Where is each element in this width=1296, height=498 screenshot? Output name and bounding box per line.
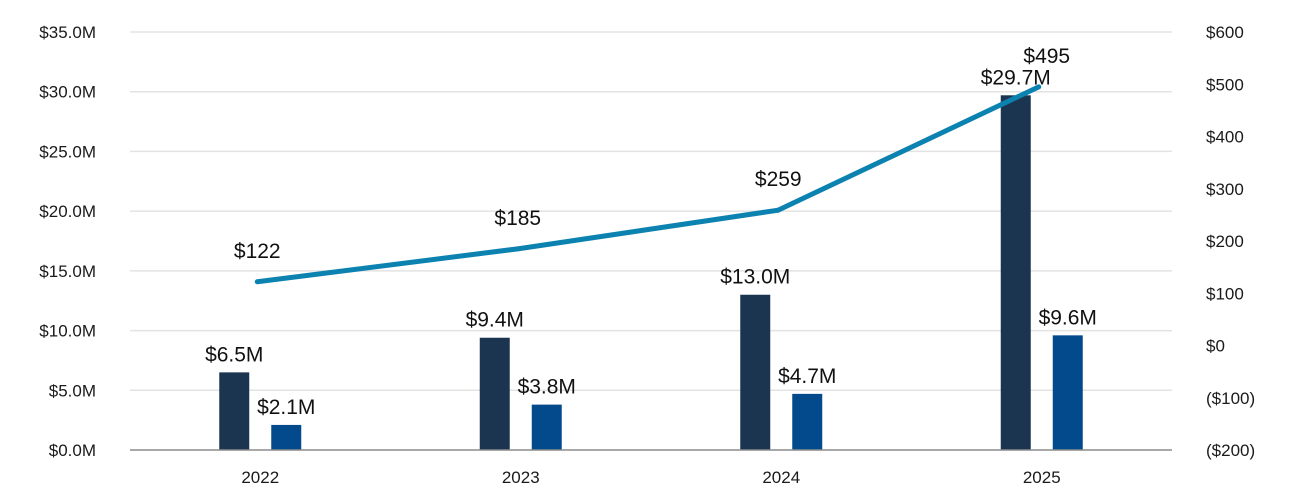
y2-tick-label: $500 [1206, 75, 1244, 94]
line-point [515, 246, 521, 252]
x-tick-label: 2022 [241, 468, 279, 487]
bar-data-label: $4.7M [778, 365, 836, 388]
bar-data-label: $6.5M [205, 343, 263, 366]
bars [219, 95, 1083, 450]
gridlines [130, 31, 1172, 392]
bar-data-label: $9.4M [466, 309, 524, 332]
bar [740, 294, 771, 450]
y-tick-label: $25.0M [39, 142, 96, 161]
line-point [775, 207, 781, 213]
line-point [1036, 84, 1042, 90]
y-axis-right: ($200) ($100) $0 $100 $200 $300 $400 $500 $600 [1206, 23, 1255, 460]
bar-data-label: $2.1M [257, 396, 315, 419]
line-point [254, 279, 260, 285]
bar [1052, 335, 1083, 450]
bar [531, 404, 562, 450]
line-data-label: $259 [755, 168, 802, 191]
y2-tick-label: $200 [1206, 232, 1244, 251]
y-tick-label: $0.0M [49, 441, 96, 460]
y2-tick-label: $400 [1206, 128, 1244, 147]
line-series [254, 84, 1042, 285]
bar-data-label: $13.0M [720, 266, 790, 289]
x-tick-label: 2025 [1023, 468, 1061, 487]
bar [271, 424, 302, 450]
data-labels: $6.5M $9.4M $13.0M $29.7M $2.1M $3.8M $4.7M $9.… [205, 45, 1097, 419]
y-tick-label: $20.0M [39, 202, 96, 221]
bar [792, 393, 823, 450]
line-data-label: $185 [494, 207, 541, 230]
y2-tick-label: $600 [1206, 23, 1244, 42]
y-tick-label: $30.0M [39, 83, 96, 102]
x-tick-label: 2023 [502, 468, 540, 487]
bar-data-label: $9.6M [1039, 306, 1097, 329]
y2-tick-label: $100 [1206, 284, 1244, 303]
y-tick-label: $10.0M [39, 322, 96, 341]
bar [1000, 95, 1031, 450]
line-path [256, 84, 1040, 285]
y2-tick-label: $0 [1206, 337, 1225, 356]
bar [219, 372, 250, 450]
bar-data-label: $3.8M [518, 376, 576, 399]
x-tick-label: 2024 [762, 468, 800, 487]
y-tick-label: $5.0M [49, 381, 96, 400]
bar [479, 337, 510, 450]
bar-data-label: $29.7M [981, 66, 1051, 89]
y2-tick-label: $300 [1206, 180, 1244, 199]
y-tick-label: $35.0M [39, 23, 96, 42]
y-axis-left: $0.0M $5.0M $10.0M $15.0M $20.0M $25.0M $30.0M… [39, 23, 96, 460]
line-data-label: $122 [234, 240, 281, 263]
y-tick-label: $15.0M [39, 262, 96, 281]
y2-tick-label: ($100) [1206, 389, 1255, 408]
x-axis: 2022 2023 2024 2025 [241, 468, 1060, 487]
y2-tick-label: ($200) [1206, 441, 1255, 460]
line-data-label: $495 [1023, 45, 1070, 68]
